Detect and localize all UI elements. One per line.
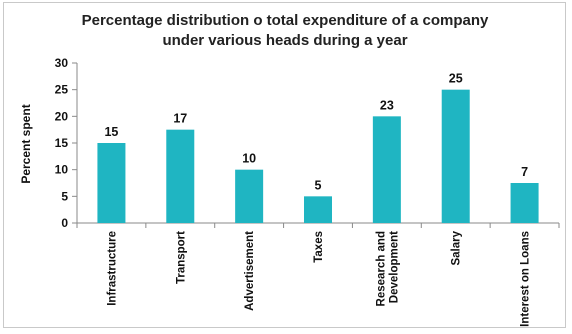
- x-tick-label: Interest on Loans: [520, 231, 532, 327]
- x-tick-label-line: Salary: [451, 230, 463, 265]
- x-tick-label: Infrastructure: [106, 231, 118, 306]
- data-label: 7: [521, 165, 528, 179]
- y-tick-label: 20: [55, 109, 69, 123]
- x-tick-label-line: Interest on Loans: [520, 231, 532, 327]
- y-tick-label: 10: [55, 163, 69, 177]
- data-label: 10: [242, 152, 256, 166]
- y-tick-label: 30: [55, 56, 69, 70]
- data-label: 5: [315, 178, 322, 192]
- chart-title-line-2: under various heads during a year: [162, 32, 407, 49]
- bar-chart: Percentage distribution o total expendit…: [19, 12, 560, 327]
- x-tick-label: Salary: [451, 230, 463, 265]
- bar: [372, 116, 401, 223]
- data-label: 23: [380, 98, 394, 112]
- y-tick-label: 0: [61, 216, 68, 230]
- data-label: 17: [173, 112, 187, 126]
- x-tick-label: Transport: [175, 231, 187, 284]
- x-tick-label-line: Taxes: [313, 231, 325, 263]
- bar: [510, 183, 539, 223]
- bar: [166, 129, 195, 223]
- x-tick-label-line: Research and: [375, 231, 387, 306]
- chart-title-line-1: Percentage distribution o total expendit…: [82, 12, 489, 29]
- x-tick-label: Advertisement: [244, 231, 256, 311]
- x-tick-label-line: Transport: [175, 231, 187, 284]
- data-label: 25: [449, 72, 463, 86]
- y-tick-label: 15: [55, 136, 69, 150]
- bar: [441, 89, 470, 224]
- bar: [304, 196, 332, 223]
- x-tick-label-line: Advertisement: [244, 231, 256, 311]
- y-axis-label: Percent spent: [19, 104, 33, 183]
- chart-frame: Percentage distribution o total expendit…: [3, 2, 566, 328]
- bar: [235, 169, 264, 223]
- y-tick-label: 5: [61, 189, 68, 203]
- bar: [97, 143, 126, 223]
- data-label: 15: [104, 125, 118, 139]
- x-tick-label-line: Development: [388, 231, 400, 303]
- x-tick-label-line: Infrastructure: [106, 231, 118, 306]
- x-tick-label: Taxes: [313, 231, 325, 263]
- x-tick-label: Research and Development: [375, 231, 400, 307]
- y-tick-label: 25: [55, 83, 69, 97]
